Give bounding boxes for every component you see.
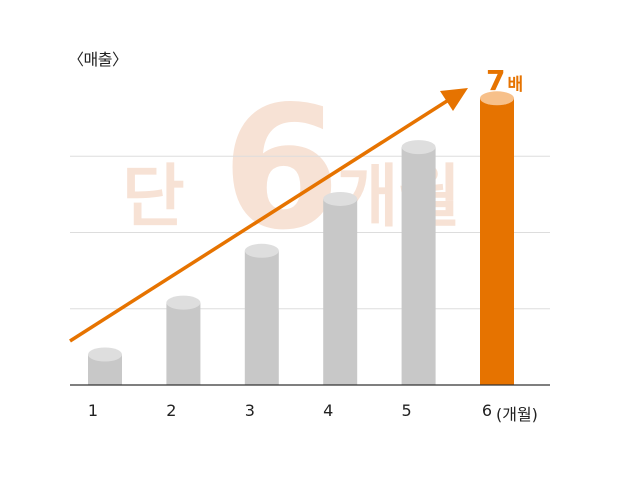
bar-top-5 (401, 140, 436, 155)
bar-5 (401, 147, 436, 385)
callout-number: 7 (486, 64, 506, 97)
x-tick-5: 5 (401, 401, 412, 420)
y-axis-label: 〈매출〉 (68, 50, 128, 69)
watermark-left: 단 (122, 158, 185, 237)
bar-top-6 (480, 91, 514, 106)
watermark-number: 6 (222, 70, 341, 268)
bar-2 (166, 302, 201, 385)
bar-top-1 (88, 347, 122, 362)
bar-top-4 (323, 191, 358, 206)
x-tick-3: 3 (244, 401, 255, 420)
x-tick-2: 2 (166, 401, 177, 420)
bar-4 (323, 198, 358, 385)
x-tick-4: 4 (323, 401, 334, 420)
growth-arrow-line (69, 99, 448, 343)
bar-6 (480, 98, 514, 386)
bar-top-2 (166, 295, 201, 310)
x-tick-1: 1 (87, 401, 99, 420)
x-axis-unit: (개월) (496, 405, 538, 424)
growth-arrow-head (440, 88, 468, 111)
x-tick-6: 6 (481, 401, 493, 420)
bar-top-3 (244, 243, 279, 258)
callout-unit: 배 (507, 75, 524, 95)
bar-3 (244, 250, 279, 385)
